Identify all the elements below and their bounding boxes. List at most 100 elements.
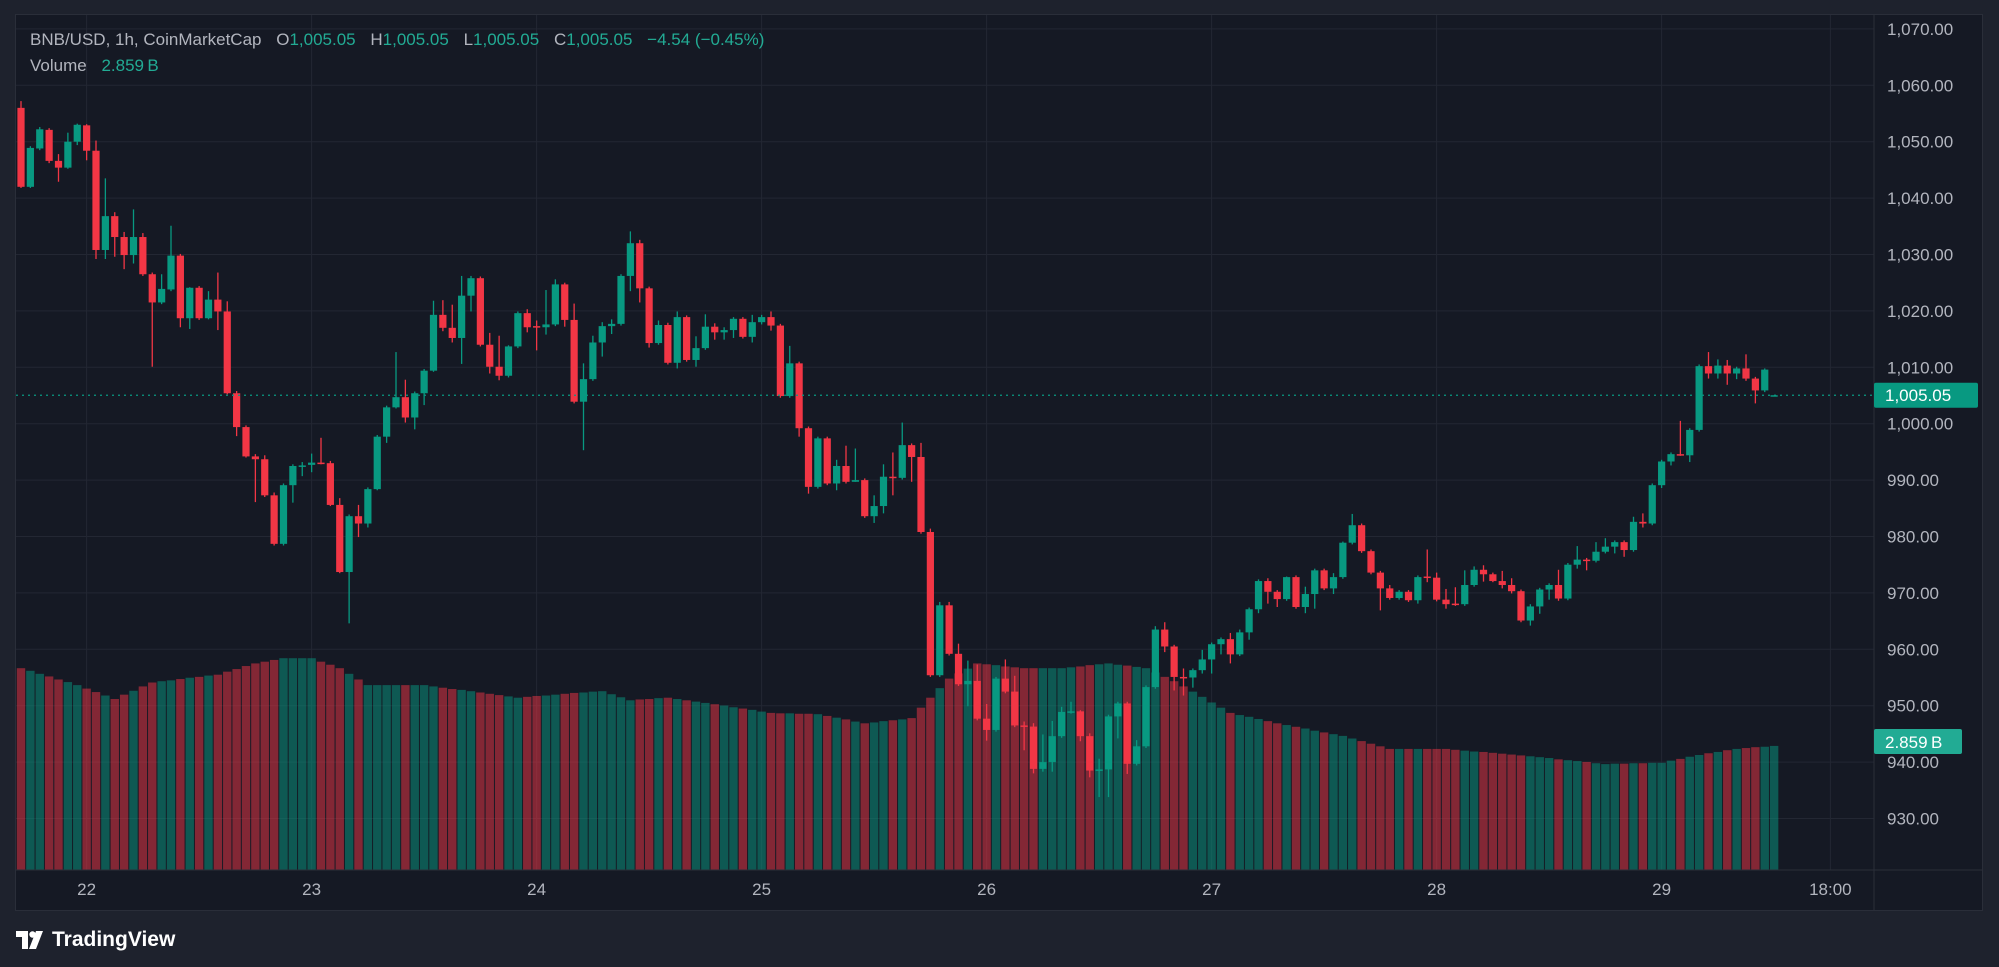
candle[interactable] (711, 323, 719, 340)
candle[interactable] (139, 233, 147, 276)
candle[interactable] (233, 390, 241, 437)
candle[interactable] (1601, 538, 1609, 554)
candle[interactable] (261, 455, 269, 498)
candle[interactable] (776, 323, 784, 398)
candle[interactable] (851, 448, 859, 482)
candle[interactable] (926, 528, 934, 677)
candle[interactable] (1367, 549, 1375, 575)
candle[interactable] (870, 495, 878, 523)
candle[interactable] (673, 311, 681, 369)
candle[interactable] (1676, 420, 1684, 456)
candle[interactable] (1433, 572, 1441, 602)
candle[interactable] (1723, 359, 1731, 385)
candle[interactable] (833, 459, 841, 491)
candle[interactable] (504, 345, 513, 378)
candle[interactable] (1001, 659, 1009, 694)
candle[interactable] (748, 314, 756, 343)
candle[interactable] (467, 275, 475, 312)
candle[interactable] (533, 320, 541, 351)
candle[interactable] (401, 379, 409, 423)
candle[interactable] (1639, 513, 1647, 528)
candle[interactable] (1414, 575, 1422, 604)
candle[interactable] (148, 272, 156, 367)
candle[interactable] (636, 239, 644, 303)
candle[interactable] (64, 132, 72, 169)
candle[interactable] (645, 286, 653, 348)
candle[interactable] (1770, 395, 1778, 397)
candle[interactable] (223, 301, 231, 395)
candle[interactable] (26, 146, 34, 188)
candle[interactable] (1751, 376, 1759, 404)
candle[interactable] (1086, 733, 1094, 778)
candle[interactable] (383, 405, 391, 443)
candle[interactable] (598, 322, 606, 357)
candle[interactable] (495, 335, 503, 381)
candle[interactable] (195, 286, 203, 320)
candle[interactable] (551, 279, 559, 327)
candle[interactable] (964, 660, 972, 707)
candle[interactable] (420, 368, 428, 406)
candle[interactable] (1479, 565, 1488, 582)
candle[interactable] (1658, 459, 1666, 488)
candle[interactable] (1339, 541, 1347, 579)
candle[interactable] (1386, 585, 1394, 600)
candle[interactable] (861, 478, 869, 518)
candle[interactable] (317, 437, 325, 465)
candle[interactable] (729, 317, 738, 338)
candle[interactable] (1048, 720, 1056, 772)
candle[interactable] (298, 462, 306, 477)
candle[interactable] (1170, 644, 1178, 691)
candle[interactable] (1254, 579, 1263, 614)
candle[interactable] (608, 319, 616, 335)
candle[interactable] (45, 128, 53, 164)
volume-label[interactable]: Volume (30, 56, 87, 75)
candle[interactable] (1554, 569, 1563, 601)
candle[interactable] (1058, 706, 1066, 738)
candle[interactable] (1029, 723, 1038, 774)
candle[interactable] (617, 274, 625, 326)
candle[interactable] (1329, 573, 1338, 595)
candle[interactable] (1133, 740, 1141, 766)
candle[interactable] (570, 303, 578, 404)
candle[interactable] (83, 124, 91, 161)
candle[interactable] (1733, 366, 1741, 380)
candle[interactable] (1629, 516, 1638, 552)
candle[interactable] (1011, 675, 1019, 728)
candle[interactable] (251, 454, 259, 503)
candle[interactable] (879, 464, 888, 514)
candle[interactable] (758, 314, 766, 325)
candle[interactable] (1039, 734, 1047, 772)
candle[interactable] (804, 426, 813, 494)
candle[interactable] (767, 311, 775, 331)
candle[interactable] (1451, 587, 1459, 606)
candle[interactable] (842, 445, 850, 484)
candle[interactable] (129, 209, 138, 264)
candle[interactable] (1217, 637, 1225, 655)
candle[interactable] (1592, 542, 1600, 563)
candle[interactable] (439, 300, 447, 332)
candle[interactable] (1273, 590, 1281, 607)
candle[interactable] (908, 443, 916, 482)
candle[interactable] (1320, 568, 1328, 591)
candle[interactable] (898, 422, 906, 480)
candle[interactable] (664, 322, 672, 365)
candle[interactable] (1573, 546, 1581, 569)
candle[interactable] (354, 504, 363, 538)
candle[interactable] (1526, 604, 1534, 626)
candle[interactable] (589, 335, 597, 381)
candle[interactable] (167, 225, 175, 292)
candle[interactable] (279, 483, 288, 546)
plot-area[interactable] (16, 101, 1874, 870)
candle[interactable] (476, 276, 484, 347)
candle[interactable] (954, 643, 963, 686)
candle[interactable] (214, 272, 222, 331)
candle[interactable] (1395, 590, 1403, 600)
candle[interactable] (336, 498, 344, 574)
candle[interactable] (973, 664, 981, 721)
candle[interactable] (1470, 566, 1478, 587)
candle[interactable] (814, 436, 822, 489)
candle[interactable] (514, 311, 522, 349)
candle[interactable] (1123, 701, 1131, 774)
candle[interactable] (1667, 452, 1675, 466)
candle[interactable] (1358, 523, 1366, 553)
